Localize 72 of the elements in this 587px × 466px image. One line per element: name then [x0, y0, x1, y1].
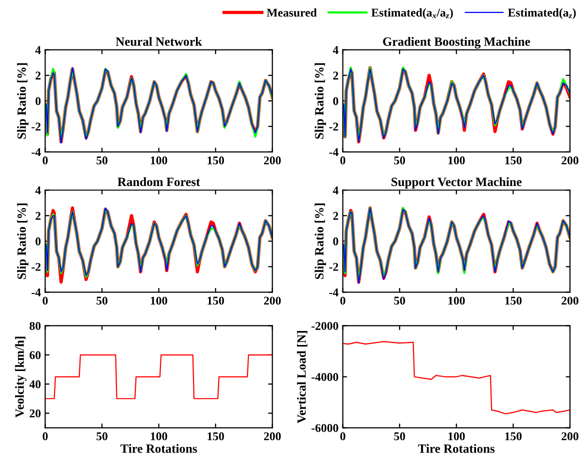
- y-tick-label: 2: [333, 72, 338, 80]
- x-tick-label: 0: [42, 156, 48, 164]
- x-tick-label: 150: [208, 432, 224, 440]
- y-tick-label: -2: [32, 122, 41, 130]
- y-tick-label: -2: [32, 262, 41, 271]
- x-tick-label: 50: [96, 156, 108, 164]
- y-tick-label: -4000: [312, 373, 338, 381]
- x-tick-label: 0: [42, 432, 48, 440]
- y-tick-label: 20: [30, 409, 41, 418]
- y-tick-label: 4: [35, 186, 41, 194]
- legend-label: Estimated(a$_{z}$): [508, 8, 576, 19]
- x-tick-label: 200: [264, 432, 281, 440]
- y-tick-label: 0: [333, 237, 338, 246]
- y-tick-label: 60: [30, 351, 41, 360]
- x-tick-label: 50: [96, 432, 108, 440]
- y-tick-label: 4: [332, 186, 338, 194]
- x-axis-title: Tire Rotations: [120, 444, 197, 453]
- y-axis-title: Veolcity [km/h]: [15, 336, 26, 418]
- x-tick-label: 150: [505, 296, 522, 305]
- y-tick-label: 2: [333, 212, 338, 220]
- x-tick-label: 50: [394, 156, 406, 164]
- x-tick-label: 0: [340, 296, 346, 305]
- y-axis-title: Slip Ratio [%]: [17, 63, 28, 139]
- chart-title: Random Forest: [118, 177, 200, 186]
- x-tick-label: 150: [208, 156, 224, 164]
- x-tick-label: 100: [150, 156, 168, 164]
- chart-title: Support Vector Machine: [392, 177, 522, 189]
- x-tick-label: 200: [562, 156, 578, 164]
- x-tick-label: 100: [448, 296, 465, 305]
- x-tick-label: 100: [448, 156, 465, 164]
- y-tick-label: -4: [32, 148, 41, 156]
- y-tick-label: -4: [329, 148, 338, 156]
- x-tick-label: 100: [448, 432, 465, 440]
- y-axis-title: Vertical Load [N]: [296, 331, 308, 424]
- y-axis-title: Slip Ratio [%]: [314, 63, 326, 139]
- x-tick-label: 50: [96, 296, 108, 305]
- y-tick-label: 40: [29, 380, 41, 388]
- y-tick-label: 4: [332, 46, 338, 54]
- legend-label: Estimated(a$_{x}$/a$_{z}$): [371, 8, 453, 19]
- x-axis-title: Tire Rotations: [418, 444, 495, 453]
- y-tick-label: 0: [36, 97, 41, 106]
- y-tick-label: -2: [329, 262, 338, 271]
- x-tick-label: 50: [394, 432, 406, 440]
- x-tick-label: 200: [264, 156, 281, 164]
- y-tick-label: -2: [329, 122, 338, 130]
- y-tick-label: 2: [36, 212, 41, 220]
- chart-title: Neural Network: [116, 37, 202, 46]
- y-axis-title: Slip Ratio [%]: [17, 204, 28, 280]
- y-tick-label: -6000: [312, 424, 338, 432]
- y-tick-label: 80: [30, 322, 41, 330]
- y-tick-label: -4: [32, 288, 41, 296]
- x-tick-label: 200: [562, 432, 578, 440]
- x-tick-label: 150: [505, 156, 522, 164]
- y-tick-label: 2: [36, 72, 41, 80]
- x-tick-label: 0: [340, 432, 346, 440]
- x-tick-label: 100: [150, 296, 168, 305]
- x-tick-label: 100: [150, 432, 168, 440]
- x-tick-label: 150: [208, 296, 224, 305]
- chart-title: Gradient Boosting Machine: [383, 37, 530, 48]
- x-tick-label: 200: [562, 296, 578, 305]
- x-tick-label: 0: [42, 296, 48, 305]
- x-tick-label: 50: [394, 296, 406, 305]
- y-tick-label: 0: [333, 97, 338, 106]
- legend-label: Measured: [266, 8, 317, 17]
- y-tick-label: 4: [35, 46, 41, 54]
- x-tick-label: 150: [505, 432, 522, 440]
- y-tick-label: -2000: [312, 322, 338, 330]
- x-tick-label: 0: [340, 156, 346, 164]
- y-axis-title: Slip Ratio [%]: [314, 204, 326, 280]
- y-tick-label: 0: [36, 237, 41, 246]
- y-tick-label: -4: [329, 288, 338, 296]
- x-tick-label: 200: [264, 296, 281, 305]
